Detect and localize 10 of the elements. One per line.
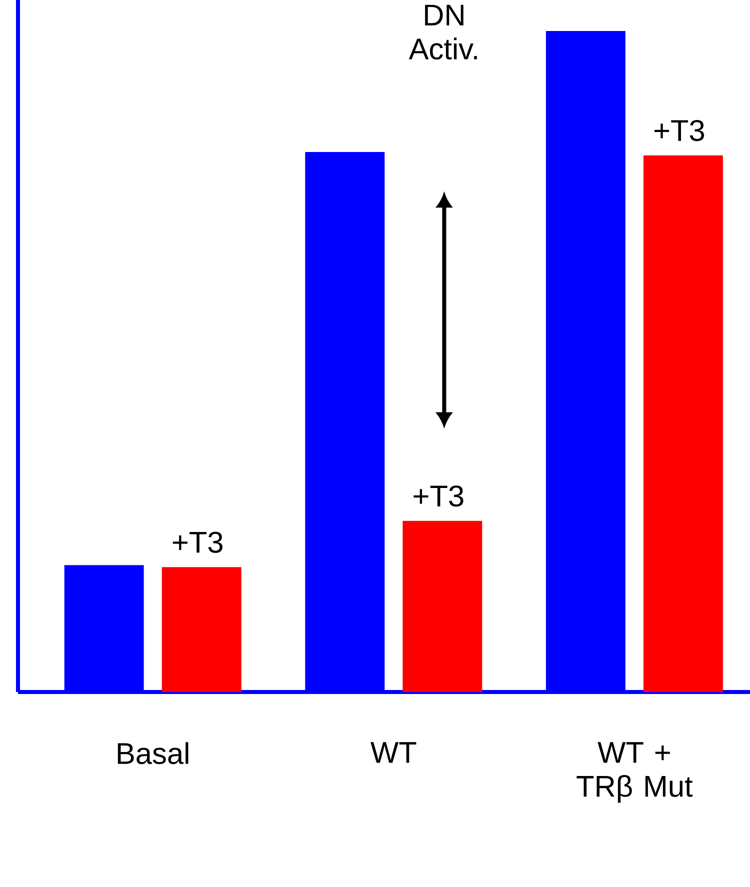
text: +T3	[414, 485, 464, 507]
x-tick-label: WT + TRβ Mut	[576, 742, 693, 803]
x-tick-label: WT	[370, 742, 416, 763]
bar	[162, 567, 242, 692]
text: +T3	[172, 532, 222, 553]
annotation: DN Activ.	[408, 4, 477, 60]
bar	[643, 155, 723, 692]
x-tick-label: Basal	[118, 742, 188, 764]
bar	[402, 520, 482, 692]
series-label: +T3	[654, 120, 704, 142]
